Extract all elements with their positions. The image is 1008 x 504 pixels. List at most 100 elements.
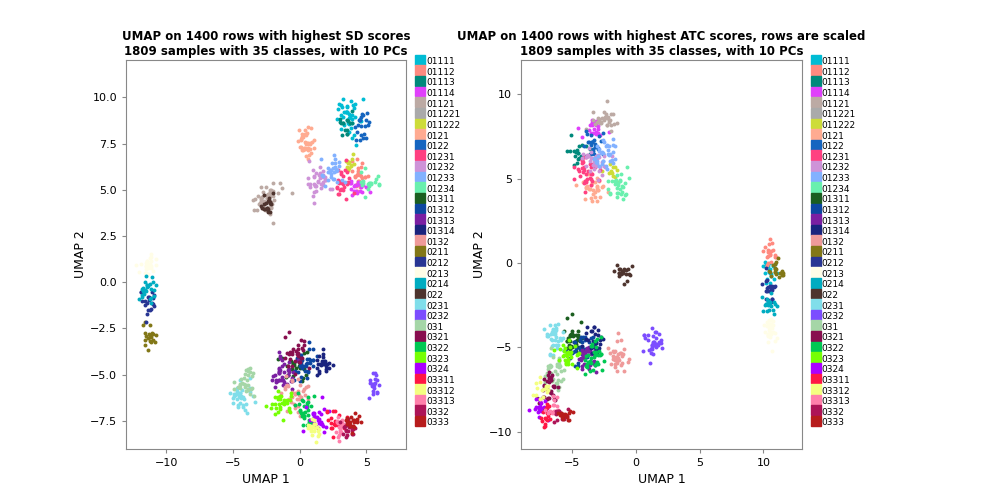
Point	[339, 108, 355, 116]
Point	[765, 306, 781, 314]
Point	[553, 377, 570, 386]
Point	[605, 355, 621, 363]
Point	[280, 371, 296, 379]
Point	[295, 144, 311, 152]
Point	[287, 367, 303, 375]
Point	[329, 178, 345, 186]
Point	[635, 347, 651, 355]
Point	[540, 332, 556, 340]
Point	[588, 339, 604, 347]
Point	[314, 353, 331, 361]
Point	[306, 144, 323, 152]
Point	[550, 386, 566, 394]
Point	[273, 184, 289, 193]
Point	[294, 397, 310, 405]
Point	[284, 377, 300, 385]
Point	[550, 409, 566, 417]
Point	[558, 347, 575, 355]
Point	[610, 179, 626, 187]
Point	[542, 335, 558, 343]
Point	[261, 191, 277, 199]
Point	[568, 331, 584, 339]
Point	[318, 362, 334, 370]
Point	[316, 357, 332, 365]
Point	[571, 142, 587, 150]
Point	[309, 413, 326, 421]
Point	[339, 116, 355, 124]
Point	[562, 407, 579, 415]
Point	[602, 160, 618, 168]
Point	[577, 188, 593, 196]
Point	[580, 360, 596, 368]
Point	[345, 115, 361, 123]
Point	[548, 324, 564, 332]
Point	[314, 178, 331, 186]
Point	[580, 347, 596, 355]
Point	[652, 339, 668, 347]
Point	[288, 356, 304, 364]
Point	[317, 405, 333, 413]
Point	[614, 267, 630, 275]
Point	[543, 362, 559, 370]
Point	[309, 431, 326, 439]
Point	[583, 349, 599, 357]
Point	[299, 382, 316, 390]
Point	[593, 336, 609, 344]
Point	[589, 161, 605, 169]
Point	[343, 179, 359, 187]
Point	[535, 385, 551, 393]
Point	[587, 143, 603, 151]
Point	[563, 330, 580, 338]
Point	[147, 331, 163, 339]
Point	[607, 347, 623, 355]
Point	[580, 363, 596, 371]
Point	[599, 97, 615, 105]
Point	[768, 269, 784, 277]
Point	[353, 115, 369, 123]
Point	[589, 173, 605, 181]
Point	[537, 405, 553, 413]
Point	[584, 354, 600, 362]
Point	[586, 343, 602, 351]
Point	[602, 118, 618, 126]
Point	[265, 179, 281, 187]
Point	[618, 190, 634, 198]
Point	[771, 273, 787, 281]
Point	[302, 140, 319, 148]
Point	[603, 167, 619, 175]
Point	[572, 154, 588, 162]
Point	[301, 151, 318, 159]
Point	[320, 176, 336, 184]
Point	[259, 204, 275, 212]
Point	[235, 393, 251, 401]
Point	[238, 366, 254, 374]
Point	[342, 422, 358, 430]
Point	[285, 366, 301, 374]
Point	[759, 319, 775, 327]
Point	[226, 392, 242, 400]
Point	[298, 420, 314, 428]
Point	[569, 337, 585, 345]
Point	[769, 302, 785, 310]
Point	[273, 399, 289, 407]
Point	[604, 169, 620, 177]
Point	[334, 131, 350, 139]
Point	[607, 142, 623, 150]
Point	[591, 125, 607, 133]
Point	[268, 378, 284, 386]
Point	[608, 173, 624, 181]
Point	[580, 324, 596, 332]
Point	[570, 359, 586, 367]
Point	[560, 357, 577, 365]
Point	[577, 353, 593, 361]
Point	[280, 362, 296, 370]
Point	[342, 112, 358, 120]
Point	[590, 186, 606, 194]
Point	[577, 179, 593, 187]
Point	[544, 352, 560, 360]
Point	[240, 365, 256, 373]
Point	[310, 430, 327, 438]
Point	[256, 191, 272, 199]
Point	[548, 402, 564, 410]
Point	[582, 121, 598, 129]
